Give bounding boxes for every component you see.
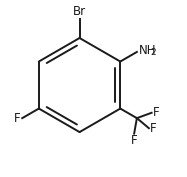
Text: 2: 2 [150, 48, 156, 57]
Text: F: F [131, 135, 137, 147]
Text: F: F [152, 106, 159, 119]
Text: F: F [150, 122, 156, 135]
Text: F: F [14, 112, 21, 125]
Text: Br: Br [73, 5, 86, 18]
Text: NH: NH [139, 44, 157, 57]
